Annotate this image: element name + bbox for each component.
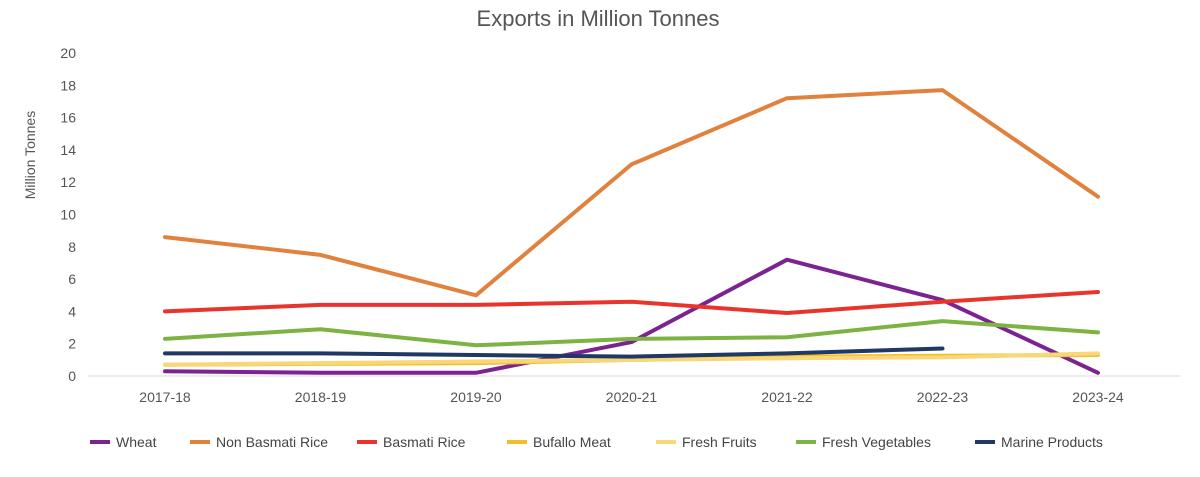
y-tick-label-18: 18 bbox=[60, 77, 76, 93]
x-tick-label-2017-18: 2017-18 bbox=[139, 389, 191, 405]
legend-label-marine-products: Marine Products bbox=[1001, 434, 1103, 450]
y-axis-ticks: 0 2 4 6 8 10 12 14 16 18 20 bbox=[60, 45, 76, 384]
y-tick-label-6: 6 bbox=[68, 271, 76, 287]
y-tick-label-4: 4 bbox=[68, 303, 76, 319]
x-tick-label-2022-23: 2022-23 bbox=[917, 389, 969, 405]
y-tick-label-16: 16 bbox=[60, 110, 76, 126]
y-tick-label-0: 0 bbox=[68, 368, 76, 384]
y-axis-title: Million Tonnes bbox=[22, 111, 38, 199]
series-line-marine-products bbox=[163, 346, 945, 359]
legend-label-basmati-rice: Basmati Rice bbox=[383, 434, 466, 450]
x-tick-label-2020-21: 2020-21 bbox=[606, 389, 658, 405]
legend-label-wheat: Wheat bbox=[116, 434, 157, 450]
chart-title: Exports in Million Tonnes bbox=[477, 6, 720, 31]
series-line-non-basmati-rice bbox=[163, 88, 1100, 298]
legend-label-fresh-fruits: Fresh Fruits bbox=[682, 434, 757, 450]
series-line-fresh-fruits bbox=[163, 351, 1100, 367]
series-line-fresh-vegetables bbox=[163, 319, 1100, 348]
y-tick-label-12: 12 bbox=[60, 174, 76, 190]
legend: Wheat Non Basmati Rice Basmati Rice Bufallo… bbox=[90, 434, 1103, 450]
x-tick-label-2021-22: 2021-22 bbox=[761, 389, 813, 405]
y-tick-label-20: 20 bbox=[60, 45, 76, 61]
y-tick-label-14: 14 bbox=[60, 142, 76, 158]
x-tick-label-2018-19: 2018-19 bbox=[295, 389, 347, 405]
y-tick-label-10: 10 bbox=[60, 207, 76, 223]
series-line-basmati-rice bbox=[163, 290, 1100, 315]
legend-label-bufallo-meat: Bufallo Meat bbox=[533, 434, 611, 450]
x-tick-label-2019-20: 2019-20 bbox=[450, 389, 502, 405]
legend-label-fresh-vegetables: Fresh Vegetables bbox=[822, 434, 931, 450]
legend-label-non-basmati-rice: Non Basmati Rice bbox=[216, 434, 328, 450]
x-tick-label-2023-24: 2023-24 bbox=[1072, 389, 1124, 405]
series-layer bbox=[163, 88, 1100, 375]
x-axis-ticks: 2017-18 2018-19 2019-20 2020-21 2021-22 2022-… bbox=[139, 389, 1124, 405]
y-tick-label-2: 2 bbox=[68, 336, 76, 352]
y-tick-label-8: 8 bbox=[68, 239, 76, 255]
